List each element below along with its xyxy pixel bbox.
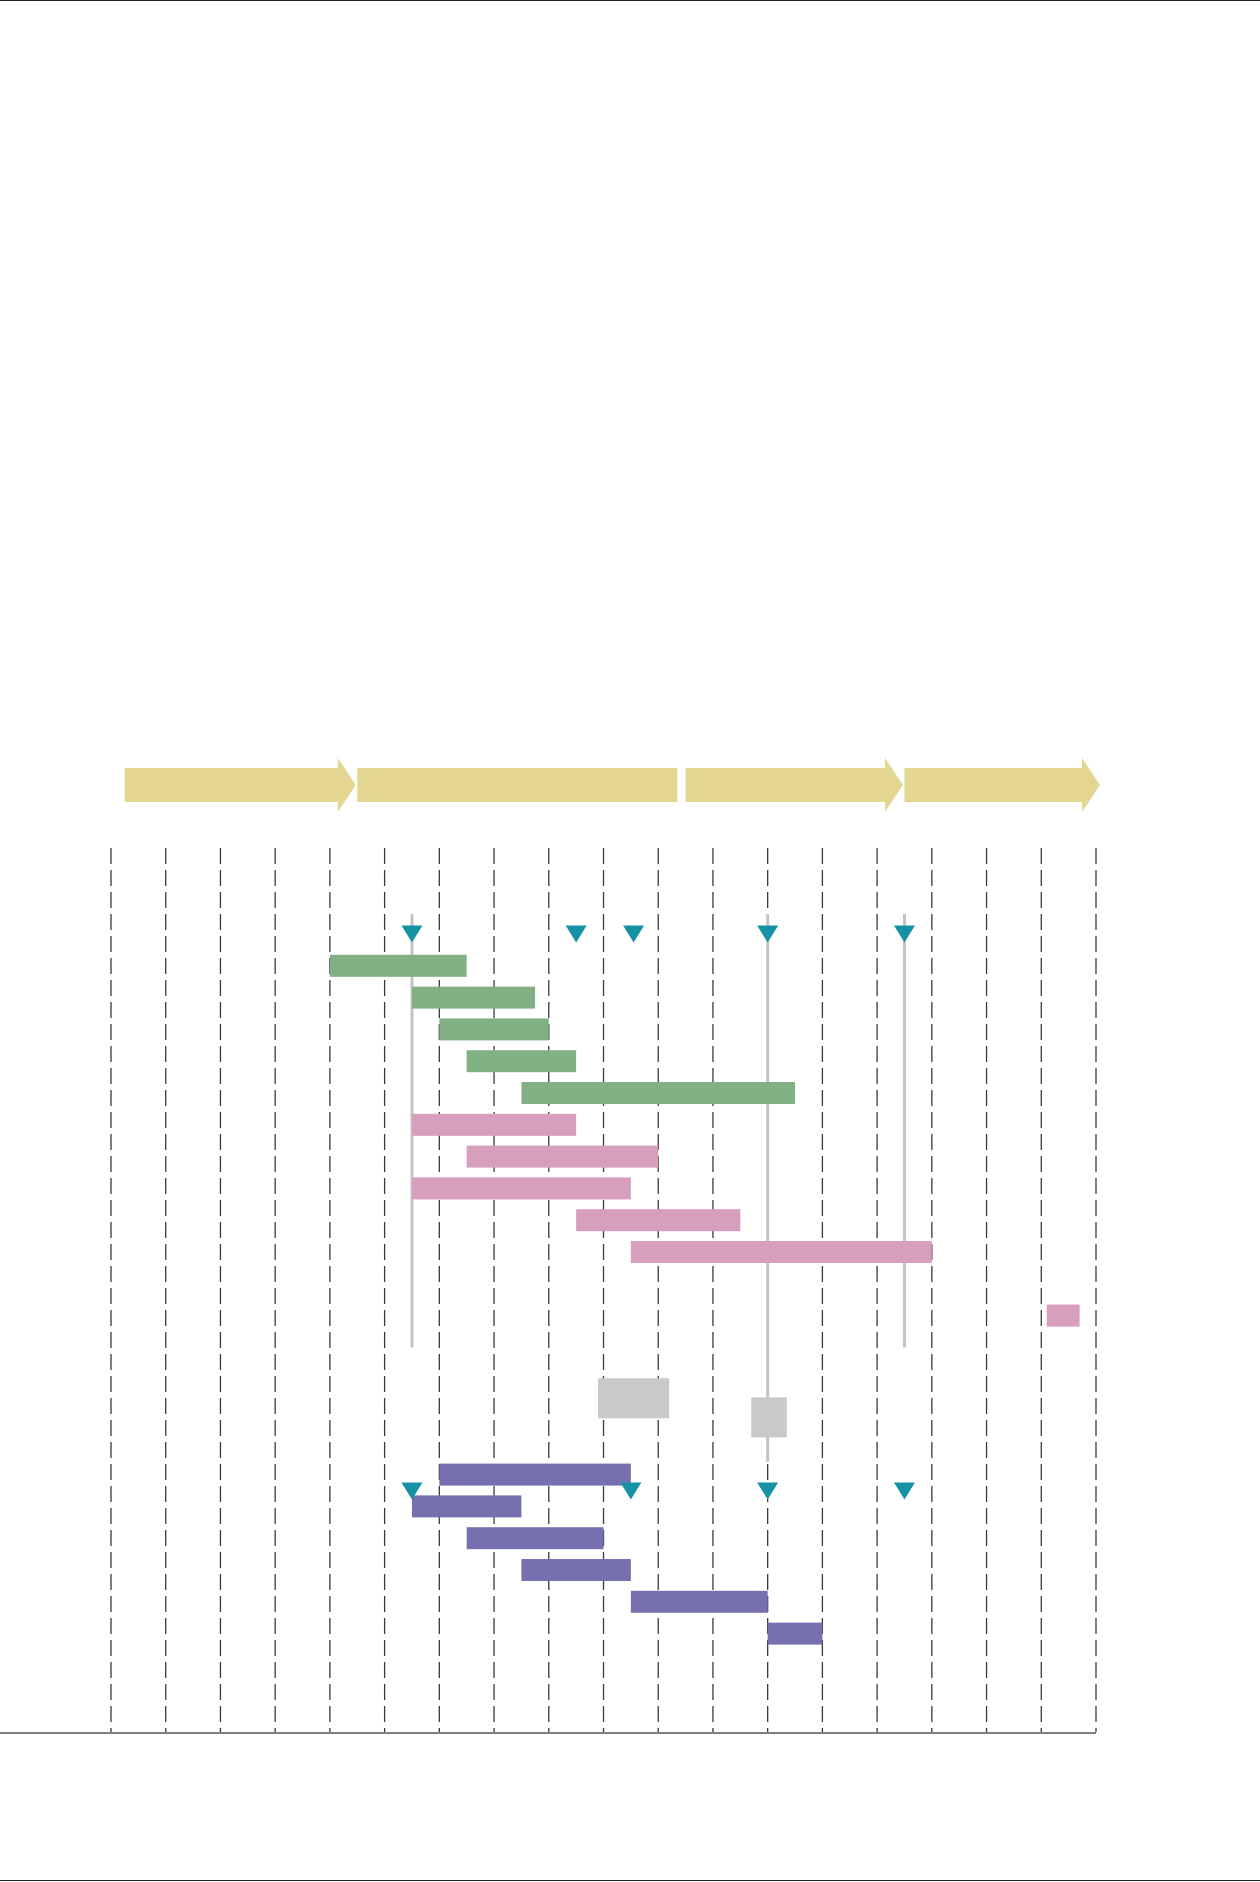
task-bar-c-5 <box>630 1590 768 1613</box>
task-bar-a-3 <box>439 1018 549 1041</box>
page-bottom-rule <box>0 1880 1260 1881</box>
phase-arrow-2 <box>357 768 678 802</box>
milestone-top-3 <box>623 925 645 943</box>
phase-arrow-4 <box>904 768 1042 802</box>
task-bar-a-1 <box>329 954 467 977</box>
task-bar-c-2 <box>411 1495 522 1518</box>
review-block-2 <box>751 1397 787 1438</box>
phase-arrow-1 <box>124 758 356 812</box>
task-bar-a-2 <box>411 986 536 1009</box>
task-bar-c-3 <box>466 1527 604 1550</box>
task-bar-b-1 <box>411 1113 577 1136</box>
phase-arrow-3 <box>685 758 903 812</box>
task-bar-b-5 <box>630 1241 932 1263</box>
milestone-bottom-1 <box>401 1482 423 1500</box>
task-bar-b-4 <box>576 1209 741 1232</box>
review-block-1 <box>598 1378 670 1419</box>
task-bar-c-6 <box>767 1622 823 1645</box>
milestone-bottom-4 <box>893 1482 915 1500</box>
column-gridlines <box>110 848 1097 1732</box>
milestone-markers <box>401 925 915 1500</box>
task-bar-c-1 <box>439 1463 631 1486</box>
task-bar-a-5 <box>521 1082 796 1104</box>
task-bar-b-6 <box>1046 1304 1080 1327</box>
task-bar-c-4 <box>521 1559 631 1581</box>
task-bar-b-2 <box>466 1145 659 1168</box>
milestone-top-2 <box>565 925 587 943</box>
page-top-rule <box>0 0 1260 1</box>
milestone-top-4 <box>757 925 779 943</box>
phase-arrow-5 <box>1041 758 1100 812</box>
review-blocks <box>598 1378 787 1438</box>
milestone-bottom-3 <box>757 1482 779 1500</box>
task-bar-a-4 <box>466 1050 577 1073</box>
task-bars <box>329 954 1080 1645</box>
milestone-top-1 <box>401 925 423 943</box>
phase-arrow-band <box>124 758 1100 812</box>
milestone-top-5 <box>893 925 915 943</box>
task-bar-b-3 <box>411 1177 631 1200</box>
milestone-bottom-2 <box>620 1482 642 1500</box>
